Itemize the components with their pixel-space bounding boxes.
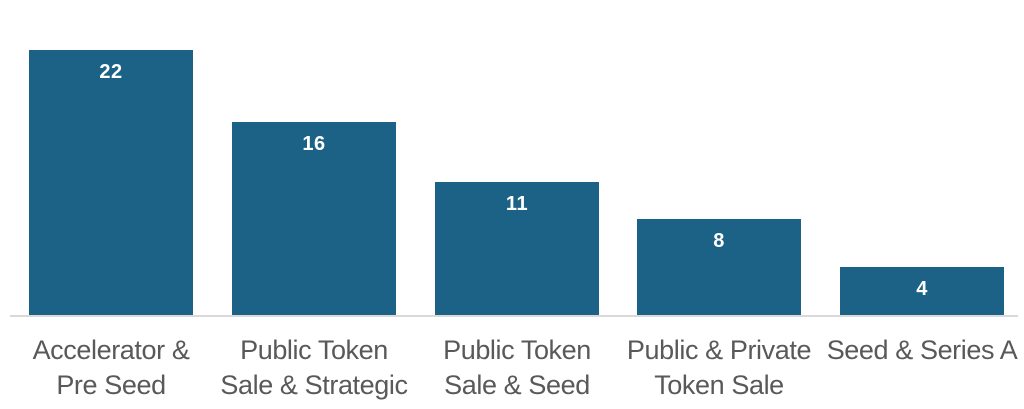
- bar: 16: [232, 122, 396, 315]
- bar-value-label: 16: [302, 133, 326, 155]
- bar-value-label: 8: [713, 230, 725, 252]
- bar: 11: [435, 182, 599, 315]
- category-label-line: Sale & Strategic: [220, 370, 408, 400]
- category-label: Public Token Sale & Strategic: [199, 333, 429, 403]
- category-label-line: Sale & Seed: [444, 370, 590, 400]
- bar: 22: [29, 50, 193, 315]
- bar-value-label: 11: [505, 193, 529, 215]
- bar-value-label: 4: [916, 278, 928, 300]
- category-label-line: Seed & Series A: [826, 335, 1018, 365]
- x-axis-line: [10, 315, 1018, 317]
- category-label-line: Token Sale: [654, 370, 784, 400]
- category-label: Public Token Sale & Seed: [402, 333, 632, 403]
- bar-value-label: 22: [99, 61, 123, 83]
- bar: 4: [840, 267, 1004, 315]
- category-label: Seed & Series A: [807, 333, 1024, 368]
- category-label-line: Accelerator &: [32, 335, 190, 365]
- category-label-line: Public & Private: [626, 335, 812, 365]
- category-label: Public & Private Token Sale: [604, 333, 834, 403]
- category-label-line: Pre Seed: [56, 370, 166, 400]
- bar: 8: [637, 219, 801, 315]
- category-label-line: Public Token: [240, 335, 388, 365]
- category-label-line: Public Token: [443, 335, 591, 365]
- category-label: Accelerator & Pre Seed: [0, 333, 226, 403]
